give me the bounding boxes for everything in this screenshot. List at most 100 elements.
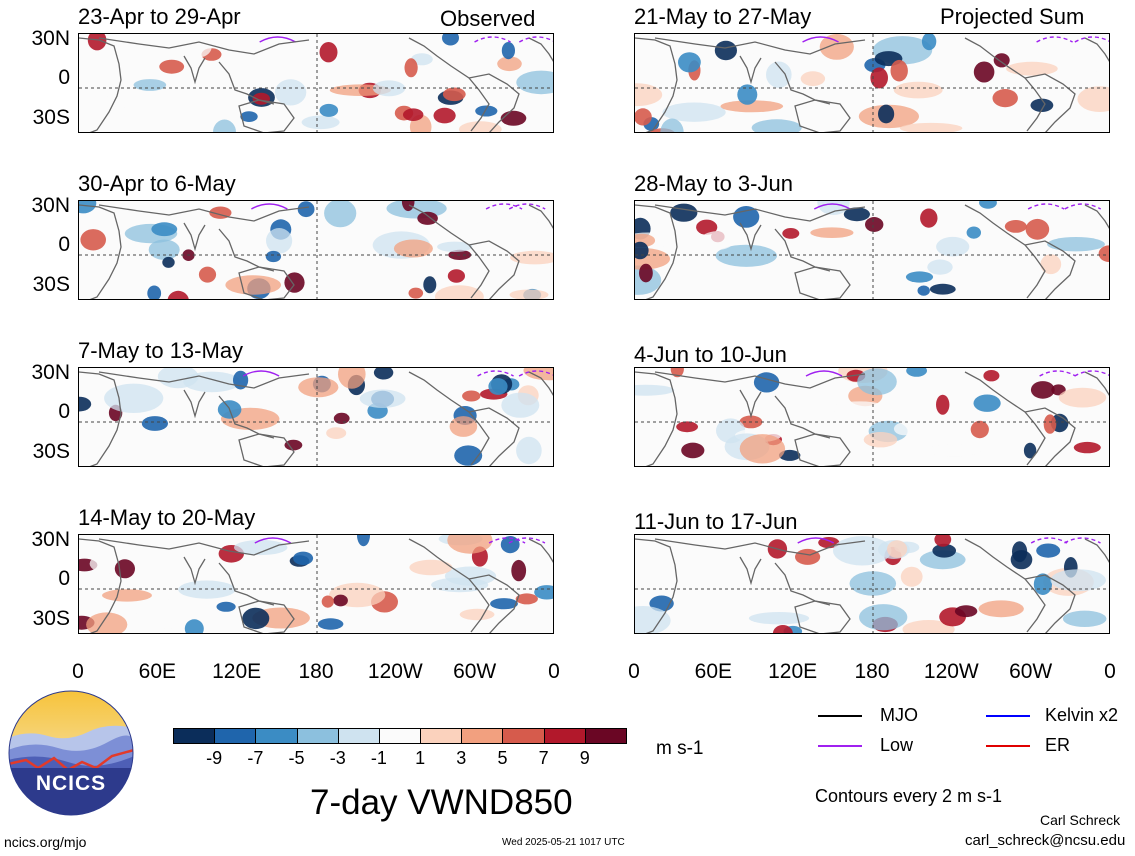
low-contour — [242, 370, 280, 377]
low-contour — [1064, 203, 1102, 210]
anomaly-blob — [133, 79, 167, 91]
anomaly-blob — [639, 263, 653, 283]
coastline — [739, 556, 762, 586]
x-tick-label: 0 — [548, 660, 560, 683]
coastline — [774, 562, 831, 606]
anomaly-blob — [932, 543, 956, 558]
anomaly-blob — [284, 439, 303, 451]
legend-label-er: ER — [1045, 735, 1071, 755]
anomaly-blob — [635, 108, 652, 126]
anomaly-blob — [1040, 254, 1062, 275]
anomaly-blob — [437, 241, 473, 252]
x-tick-label: 120E — [212, 660, 262, 683]
anomaly-blob — [151, 222, 178, 237]
anomaly-blob — [954, 605, 978, 618]
anomaly-blob — [800, 71, 826, 87]
anomaly-blob — [357, 535, 370, 547]
map-panel-5 — [634, 33, 1110, 133]
main-title: 7-day VWND850 — [310, 783, 573, 822]
anomaly-blob — [524, 202, 553, 223]
colorbar-label: 1 — [415, 748, 426, 768]
coastline — [794, 600, 851, 633]
anomaly-blob — [86, 612, 128, 633]
anomaly-blob — [670, 203, 698, 222]
anomaly-blob — [843, 207, 870, 222]
anomaly-blob — [104, 383, 164, 413]
anomaly-blob — [497, 56, 522, 72]
colorbar-swatch — [543, 728, 586, 744]
anomaly-blob — [447, 269, 465, 283]
coastline — [528, 538, 553, 563]
anomaly-blob — [772, 625, 793, 633]
anomaly-blob — [635, 384, 675, 396]
panel-title-left-2: 30-Apr to 6-May — [78, 171, 236, 196]
anomaly-blob — [863, 432, 898, 448]
anomaly-blob — [857, 368, 897, 396]
coastline — [635, 371, 678, 466]
anomaly-blob — [1004, 220, 1027, 233]
coastline — [794, 433, 851, 466]
coastline — [739, 222, 762, 252]
anomaly-blob — [266, 228, 293, 254]
anomaly-blob — [905, 271, 934, 283]
timestamp: Wed 2025-05-21 1017 UTC — [502, 837, 625, 848]
anomaly-blob — [198, 266, 217, 283]
low-contour — [488, 537, 526, 544]
coastline — [238, 433, 295, 466]
anomaly-blob — [927, 259, 953, 275]
anomaly-blob — [510, 250, 553, 265]
colorbar-label: 5 — [497, 748, 508, 768]
panel-title-right-1: 21-May to 27-May — [634, 4, 812, 29]
anomaly-blob — [333, 594, 348, 607]
legend-label-low: Low — [880, 735, 914, 755]
anomaly-blob — [488, 378, 508, 395]
anomaly-blob — [973, 61, 995, 83]
map-panel-1 — [78, 33, 554, 133]
anomaly-blob — [890, 59, 908, 82]
anomaly-blob — [678, 52, 701, 73]
anomaly-blob — [1072, 46, 1109, 72]
colorbar-label: -9 — [206, 748, 223, 768]
anomaly-blob — [284, 272, 305, 293]
anomaly-blob — [1006, 61, 1058, 76]
coastline — [98, 204, 310, 222]
anomaly-blob — [79, 396, 92, 412]
anomaly-blob — [162, 256, 175, 268]
anomaly-blob — [992, 89, 1018, 108]
anomaly-blob — [1033, 573, 1052, 595]
coastline — [635, 538, 678, 633]
anomaly-blob — [1047, 237, 1105, 252]
coastline — [183, 389, 206, 419]
y-tick-label: 0 — [58, 400, 70, 423]
coastline — [635, 204, 678, 299]
anomaly-blob — [404, 58, 418, 78]
coastline — [528, 371, 553, 396]
anomaly-blob — [454, 445, 483, 466]
legend-line-kelvin — [986, 715, 1030, 717]
anomaly-blob — [782, 228, 800, 239]
anomaly-blob — [737, 84, 758, 105]
coastline — [183, 55, 206, 85]
anomaly-blob — [431, 577, 489, 593]
map-panel-3 — [78, 367, 554, 467]
anomaly-blob — [878, 104, 895, 124]
coastline — [98, 37, 310, 55]
anomaly-blob — [1073, 441, 1101, 454]
anomaly-blob — [373, 368, 394, 380]
website-link[interactable]: ncics.org/mjo — [4, 834, 87, 850]
anomaly-blob — [216, 601, 236, 612]
anomaly-blob — [810, 227, 854, 238]
anomaly-blob — [265, 250, 282, 263]
coastline — [79, 371, 122, 466]
low-contour — [1039, 370, 1076, 377]
x-tick-label: 0 — [628, 660, 640, 683]
legend-label-kelvin: Kelvin x2 — [1045, 705, 1119, 725]
anomaly-blob — [80, 229, 106, 251]
colorbar-swatch — [214, 728, 257, 744]
projected-sum-label: Projected Sum — [940, 4, 1085, 29]
anomaly-blob — [403, 108, 424, 121]
anomaly-blob — [423, 276, 437, 294]
colorbar-swatch — [420, 728, 463, 744]
anomaly-blob — [676, 421, 698, 433]
anomaly-blob — [917, 285, 930, 296]
